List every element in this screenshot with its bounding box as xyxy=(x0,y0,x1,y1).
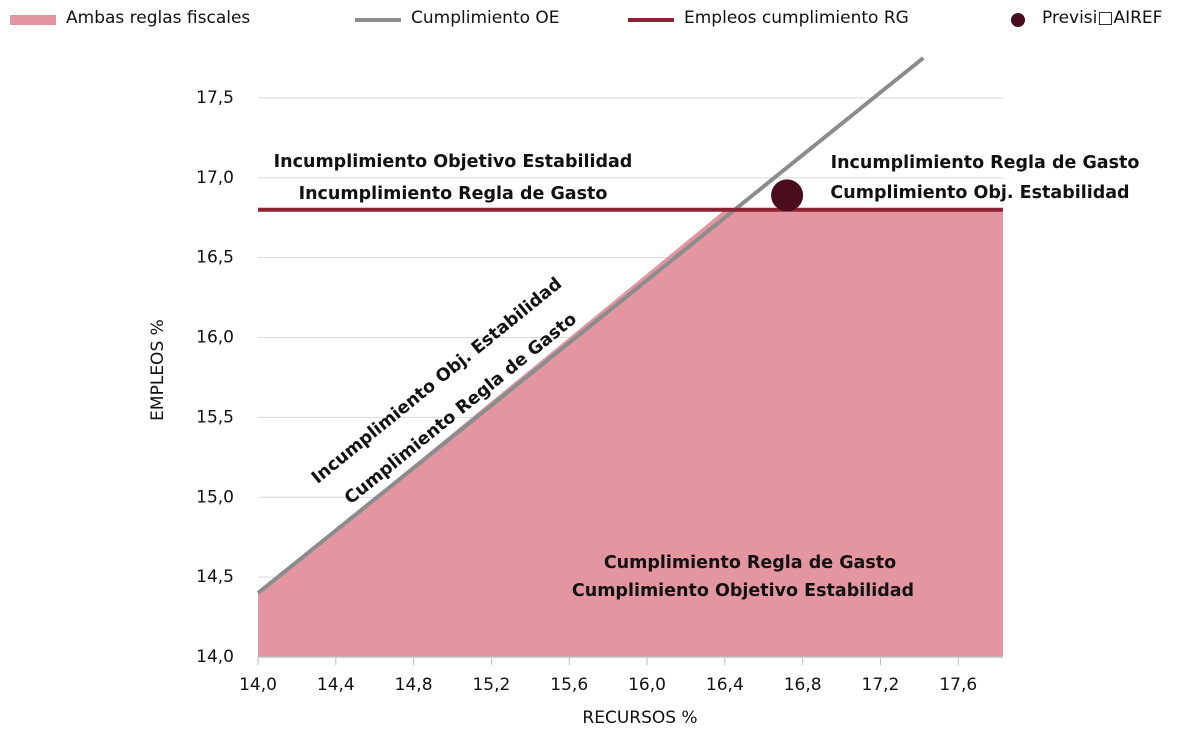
x-tick-label: 14,0 xyxy=(239,675,277,695)
y-axis-label: EMPLEOS % xyxy=(148,319,168,421)
y-tick-label: 16,0 xyxy=(196,328,234,348)
x-tick-label: 16,8 xyxy=(784,675,822,695)
y-tick-label: 15,5 xyxy=(196,407,234,427)
x-axis-label: RECURSOS % xyxy=(582,708,697,728)
legend-swatch xyxy=(1011,13,1025,27)
annotation: Cumplimiento Objetivo Estabilidad xyxy=(572,581,914,601)
x-tick-label: 16,4 xyxy=(706,675,744,695)
point xyxy=(771,179,804,212)
line xyxy=(256,56,925,595)
x-tick-label: 15,6 xyxy=(550,675,588,695)
y-tick-label: 14,5 xyxy=(196,567,234,587)
y-tick-label: 15,0 xyxy=(196,487,234,507)
x-tick-label: 17,2 xyxy=(862,675,900,695)
y-tick-label: 16,5 xyxy=(196,248,234,268)
annotation: Incumplimiento Regla de Gasto xyxy=(831,153,1140,173)
y-tick-label: 14,0 xyxy=(196,647,234,667)
legend-label: Ambas reglas fiscales xyxy=(66,8,250,28)
legend-label: Previsi□AIREF xyxy=(1042,8,1162,28)
x-tick-label: 16,0 xyxy=(628,675,666,695)
annotation: Cumplimiento Obj. Estabilidad xyxy=(830,183,1129,203)
x-tick-label: 17,6 xyxy=(939,675,977,695)
legend-label: Cumplimiento OE xyxy=(411,8,560,28)
x-tick-label: 14,4 xyxy=(317,675,355,695)
legend-label: Empleos cumplimiento RG xyxy=(684,8,909,28)
y-tick-label: 17,0 xyxy=(196,168,234,188)
x-tick-label: 15,2 xyxy=(472,675,510,695)
annotation: Cumplimiento Regla de Gasto xyxy=(604,553,896,573)
annotation: Incumplimiento Regla de Gasto xyxy=(299,184,608,204)
area xyxy=(258,209,1003,657)
y-tick-label: 17,5 xyxy=(196,88,234,108)
legend-swatch xyxy=(10,15,56,25)
x-tick-label: 14,8 xyxy=(395,675,433,695)
plot xyxy=(256,56,1003,658)
annotation: Incumplimiento Objetivo Estabilidad xyxy=(274,152,633,172)
